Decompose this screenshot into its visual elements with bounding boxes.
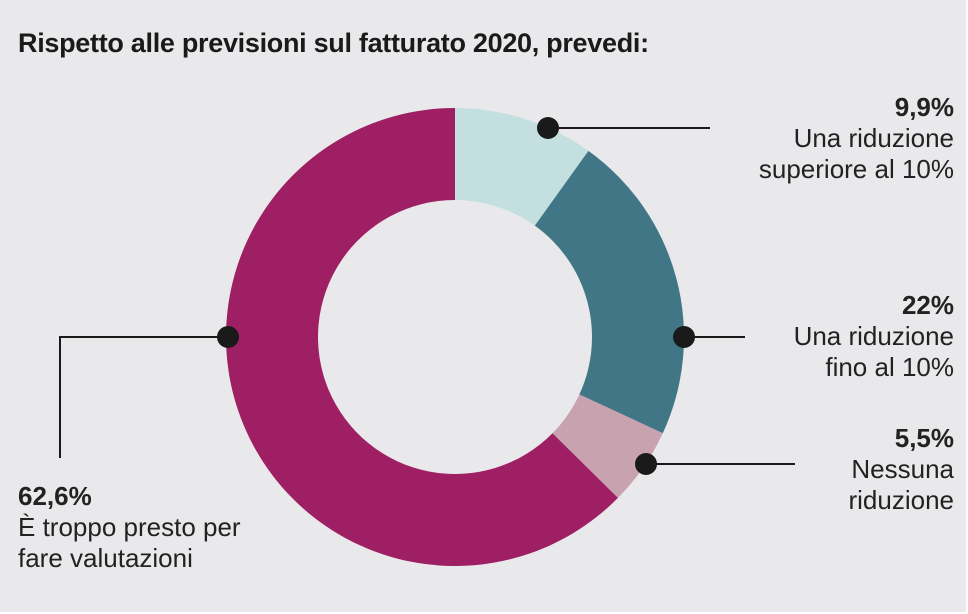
slice-text-line1: Una riduzione [793, 123, 954, 153]
slice-label-nessuna: 5,5% Nessuna riduzione [848, 423, 954, 516]
slice-value: 22% [901, 290, 954, 320]
slice-text-line1: Nessuna [851, 454, 954, 484]
slice-text-line2: fare valutazioni [18, 543, 193, 573]
slice-text-line2: fino al 10% [825, 352, 954, 382]
slice-text-line1: Una riduzione [793, 321, 954, 351]
slice-label-presto: 62,6% È troppo presto per fare valutazio… [18, 481, 241, 574]
slice-fino [534, 150, 684, 434]
marker-presto [217, 326, 239, 348]
slice-value: 62,6% [18, 481, 92, 511]
slice-superiore [455, 108, 589, 226]
slice-label-superiore: 9,9% Una riduzione superiore al 10% [759, 92, 954, 185]
slice-label-fino: 22% Una riduzione fino al 10% [794, 290, 954, 383]
marker-superiore [537, 117, 559, 139]
slice-text-line2: superiore al 10% [758, 154, 954, 184]
slice-value: 5,5% [894, 423, 954, 453]
chart-title: Rispetto alle previsioni sul fatturato 2… [18, 28, 649, 58]
marker-fino [673, 326, 695, 348]
slice-text-line2: riduzione [848, 485, 954, 515]
slice-value: 9,9% [894, 92, 954, 122]
leader-line-presto [59, 336, 228, 458]
slice-presto [226, 108, 618, 566]
slice-nessuna [552, 394, 663, 498]
slice-text-line1: È troppo presto per [18, 512, 241, 542]
marker-nessuna [635, 453, 657, 475]
